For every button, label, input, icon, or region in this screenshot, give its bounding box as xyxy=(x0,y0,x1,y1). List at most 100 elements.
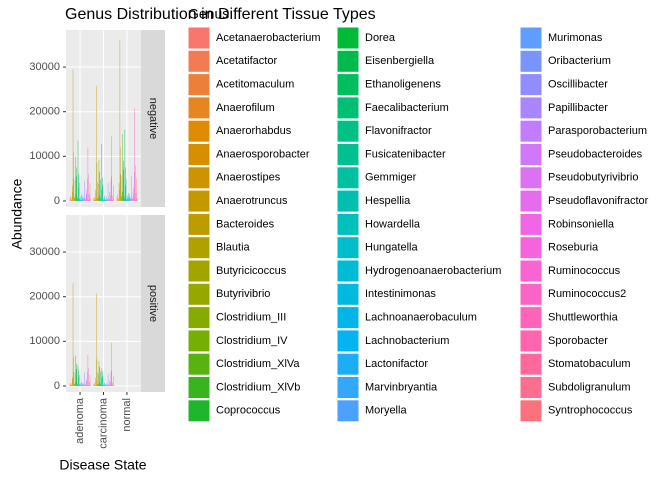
legend-label: Pseudobacteroides xyxy=(548,148,643,160)
legend-key xyxy=(519,306,543,330)
legend-key xyxy=(336,329,360,353)
y-tick-label: 30000 xyxy=(29,61,60,73)
legend-key xyxy=(519,352,543,376)
legend-key xyxy=(519,282,543,306)
legend-key xyxy=(187,73,211,97)
y-axis-title: Abundance xyxy=(9,178,25,249)
legend-key xyxy=(336,282,360,306)
legend-label: Parasporobacterium xyxy=(548,125,647,137)
y-tick-label: 20000 xyxy=(29,291,60,303)
legend-key xyxy=(187,189,211,213)
legend-label: Gemmiger xyxy=(365,172,417,184)
legend-key xyxy=(336,189,360,213)
x-tick-label: carcinoma xyxy=(97,397,109,449)
legend-key xyxy=(519,399,543,423)
legend-label: Clostridium_XlVb xyxy=(216,381,300,393)
legend-key xyxy=(336,49,360,73)
legend-key xyxy=(336,306,360,330)
legend-key xyxy=(187,212,211,236)
legend-key xyxy=(187,376,211,399)
legend-label: Anaerorhabdus xyxy=(216,125,292,137)
legend-label: Lachnobacterium xyxy=(365,335,449,347)
legend-key xyxy=(519,259,543,283)
legend-label: Robinsoniella xyxy=(548,218,615,230)
legend-key xyxy=(336,166,360,190)
x-axis-title: Disease State xyxy=(59,457,146,473)
legend-key xyxy=(519,329,543,353)
legend-key xyxy=(336,259,360,283)
legend-label: Fusicatenibacter xyxy=(365,148,446,160)
legend-key xyxy=(187,119,211,143)
legend-label: Pseudoflavonifractor xyxy=(548,195,649,207)
y-tick-label: 20000 xyxy=(29,106,60,118)
legend-label: Oribacterium xyxy=(548,55,611,67)
strip xyxy=(141,30,165,207)
legend-label: Pseudobutyrivibrio xyxy=(548,172,639,184)
legend-key xyxy=(187,236,211,260)
legend-label: Anaerofilum xyxy=(216,102,275,114)
legend-key xyxy=(187,282,211,306)
legend-label: Papillibacter xyxy=(548,102,608,114)
y-tick-label: 0 xyxy=(54,195,60,207)
legend-label: Hespellia xyxy=(365,195,411,207)
legend-label: Acetitomaculum xyxy=(216,79,294,91)
legend-key xyxy=(336,73,360,97)
legend-label: Lactonifactor xyxy=(365,358,428,370)
legend-key xyxy=(187,399,211,423)
legend-label: Stomatobaculum xyxy=(548,358,631,370)
legend-label: Shuttleworthia xyxy=(548,312,619,324)
legend-label: Dorea xyxy=(365,32,396,44)
y-tick-label: 10000 xyxy=(29,335,60,347)
legend-title: Genus xyxy=(188,6,229,22)
y-tick-label: 0 xyxy=(54,380,60,392)
legend-key xyxy=(187,259,211,283)
legend-label: Anaerotruncus xyxy=(216,195,288,207)
legend-label: Howardella xyxy=(365,218,421,230)
legend-key xyxy=(336,399,360,423)
legend-key xyxy=(187,166,211,190)
legend-key xyxy=(519,119,543,143)
legend-key xyxy=(187,306,211,330)
legend-key xyxy=(187,49,211,73)
legend-label: Roseburia xyxy=(548,242,599,254)
legend-label: Hydrogenoanaerobacterium xyxy=(365,265,501,277)
legend-label: Sporobacter xyxy=(548,335,608,347)
legend-key xyxy=(519,376,543,399)
legend-key xyxy=(336,26,360,50)
legend-label: Hungatella xyxy=(365,242,418,254)
y-tick-label: 30000 xyxy=(29,246,60,258)
legend-key xyxy=(519,49,543,73)
legend-key xyxy=(187,352,211,376)
legend-label: Coprococcus xyxy=(216,405,281,417)
strip-label: negative xyxy=(147,98,159,140)
legend-key xyxy=(519,26,543,50)
legend-label: Butyricicoccus xyxy=(216,265,287,277)
strip xyxy=(141,215,165,392)
legend-label: Clostridium_III xyxy=(216,312,286,324)
legend-label: Eisenbergiella xyxy=(365,55,435,67)
legend-label: Faecalibacterium xyxy=(365,102,449,114)
legend-label: Butyrivibrio xyxy=(216,288,270,300)
legend-label: Bacteroides xyxy=(216,218,275,230)
strip-label: positive xyxy=(147,285,159,322)
legend-key xyxy=(336,119,360,143)
legend-label: Ruminococcus xyxy=(548,265,621,277)
legend-label: Intestinimonas xyxy=(365,288,436,300)
legend-key xyxy=(519,189,543,213)
legend-label: Murimonas xyxy=(548,32,603,44)
legend-label: Acetatifactor xyxy=(216,55,277,67)
legend-label: Anaerostipes xyxy=(216,172,281,184)
legend-label: Syntrophococcus xyxy=(548,405,633,417)
legend-key xyxy=(187,329,211,353)
x-tick-label: adenoma xyxy=(74,397,86,444)
legend-label: Blautia xyxy=(216,242,251,254)
legend-label: Clostridium_IV xyxy=(216,335,288,347)
legend-label: Ethanoligenens xyxy=(365,79,441,91)
y-tick-label: 10000 xyxy=(29,150,60,162)
legend-key xyxy=(519,143,543,166)
legend-label: Oscillibacter xyxy=(548,79,608,91)
legend-key xyxy=(519,73,543,97)
legend-key xyxy=(519,166,543,190)
legend-key xyxy=(336,236,360,260)
